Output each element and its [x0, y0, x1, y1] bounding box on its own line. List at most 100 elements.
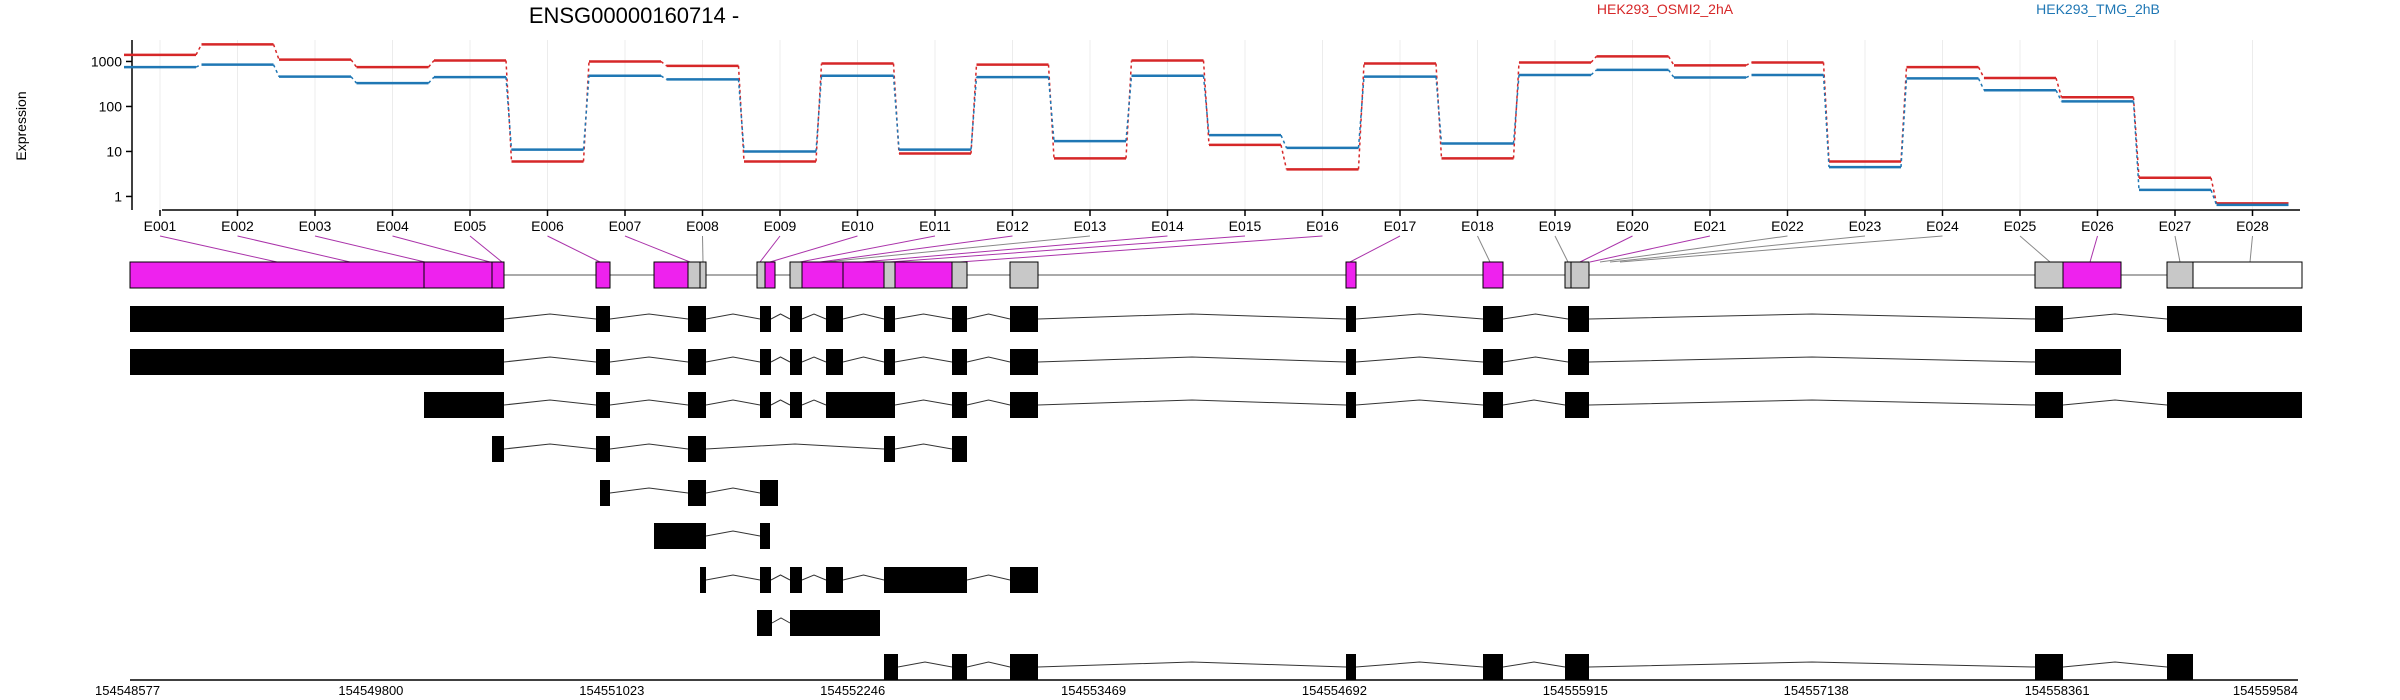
series-connector	[1977, 66, 1985, 79]
genomic-tick-label: 154549800	[338, 683, 403, 698]
exon-label: E015	[1229, 218, 1262, 234]
transcript-exon	[884, 392, 895, 418]
exon-connector	[2089, 235, 2098, 263]
transcript-exon	[700, 567, 706, 593]
transcript-exon	[688, 392, 706, 418]
transcript-exon	[884, 654, 898, 680]
transcript-intron	[1037, 356, 1347, 363]
transcript-exon	[2167, 392, 2302, 418]
exon-label: E001	[144, 218, 177, 234]
series-connector	[1280, 134, 1288, 149]
exon-connector	[702, 235, 704, 263]
exon-connectors	[159, 235, 2253, 263]
transcript-intron	[705, 356, 761, 363]
series-connector	[505, 60, 513, 162]
transcript-intron	[894, 399, 953, 406]
transcript-intron	[894, 356, 953, 363]
exon-label: E006	[531, 218, 564, 234]
transcript-exon	[760, 480, 778, 506]
exon-connector	[1349, 235, 1401, 263]
transcript-exon	[826, 349, 843, 375]
series-connector	[2132, 97, 2140, 178]
transcript-intron	[801, 356, 827, 363]
transcript-intron	[771, 617, 791, 624]
transcript-intron	[609, 443, 689, 450]
exon-connector	[759, 235, 781, 263]
exon-label: E004	[376, 218, 409, 234]
transcript-exon	[596, 392, 610, 418]
gene-exon-block	[129, 261, 425, 289]
exon-connector	[392, 235, 491, 263]
y-tick-label: 1	[114, 188, 122, 204]
genomic-tick-label: 154553469	[1061, 683, 1126, 698]
exon-label: E016	[1306, 218, 1339, 234]
transcript-intron	[1588, 313, 2036, 320]
transcript-exon	[952, 392, 967, 418]
transcript-exon	[1483, 392, 1503, 418]
transcript-intron	[1355, 661, 1484, 668]
transcript-intron	[966, 356, 1011, 363]
exon-connector	[1477, 235, 1491, 263]
exon-connector	[959, 235, 1323, 263]
exon-label: E024	[1926, 218, 1959, 234]
transcript-intron	[705, 487, 761, 494]
series-lines	[124, 43, 2289, 207]
exon-connector	[769, 235, 858, 263]
transcript-models	[130, 306, 2302, 680]
transcript-intron	[1502, 661, 1566, 668]
transcript-intron	[1037, 661, 1347, 668]
transcript-exon	[1010, 306, 1038, 332]
transcript-2	[130, 349, 2121, 375]
gene-exon-block	[653, 261, 689, 289]
series-connector	[660, 75, 667, 81]
gene-exon-block	[842, 261, 885, 289]
exon-connector	[799, 235, 936, 263]
transcript-intron	[770, 313, 791, 320]
transcript-1	[130, 306, 2302, 332]
series-connector	[2132, 101, 2140, 190]
exon-label: E011	[919, 218, 951, 234]
series-connector	[1590, 55, 1598, 63]
genomic-tick-label: 154557138	[1784, 683, 1849, 698]
exon-connector	[237, 235, 351, 263]
transcript-exon	[790, 349, 802, 375]
transcript-intron	[1037, 399, 1347, 406]
series-connector	[2210, 189, 2218, 206]
gene-exon-block	[883, 261, 896, 289]
grid-lines	[159, 40, 2253, 210]
exon-label: E019	[1539, 218, 1572, 234]
exon-label: E003	[299, 218, 332, 234]
exon-label: E008	[686, 218, 719, 234]
transcript-intron	[801, 574, 827, 581]
series-connector	[1822, 74, 1830, 168]
transcript-exon	[884, 436, 895, 462]
transcript-exon	[760, 392, 771, 418]
y-tick-label: 1000	[91, 53, 122, 69]
exon-connector	[819, 235, 1013, 263]
transcript-exon	[2035, 349, 2121, 375]
series-connector	[1977, 78, 1985, 91]
exon-connector	[1589, 235, 1711, 263]
y-tick-label: 100	[99, 98, 123, 114]
transcript-exon	[952, 349, 967, 375]
gene-exon-block	[801, 261, 844, 289]
transcript-intron	[2062, 399, 2168, 406]
transcript-intron	[705, 530, 761, 537]
exon-label: E023	[1849, 218, 1882, 234]
transcript-intron	[842, 313, 885, 320]
transcript-exon	[1565, 654, 1589, 680]
exon-connector	[547, 235, 601, 263]
transcript-exon	[2167, 306, 2302, 332]
transcript-exon	[826, 392, 843, 418]
transcript-intron	[1355, 356, 1484, 363]
exon-label: E021	[1694, 218, 1727, 234]
transcript-exon	[1010, 349, 1038, 375]
transcript-exon	[688, 349, 706, 375]
transcript-intron	[1588, 399, 2036, 406]
transcript-intron	[966, 399, 1011, 406]
transcript-exon	[1483, 654, 1503, 680]
transcript-6	[654, 523, 770, 549]
transcript-intron	[966, 574, 1011, 581]
transcript-exon	[688, 436, 706, 462]
